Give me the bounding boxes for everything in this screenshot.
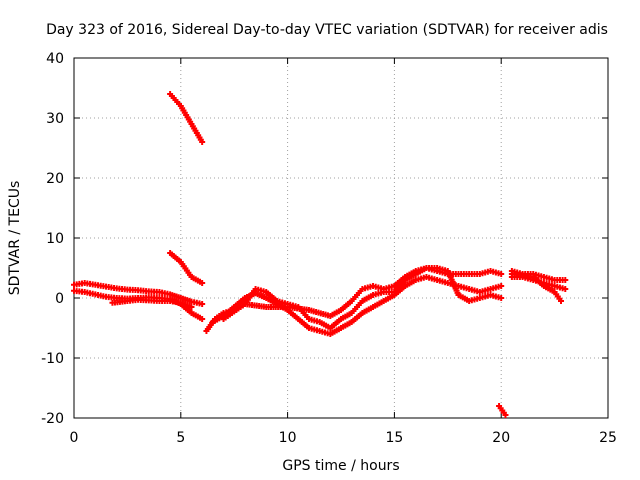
series-track-e [167, 250, 206, 286]
x-tick-label: 10 [279, 430, 297, 446]
data-point [199, 301, 206, 307]
data-point [562, 277, 569, 283]
data-point [562, 286, 569, 292]
series-track-c [109, 296, 195, 310]
series-track-l [508, 271, 565, 304]
data-marks [71, 91, 569, 418]
x-tick-label: 15 [385, 430, 403, 446]
series-track-a [71, 280, 206, 307]
data-point [498, 295, 505, 301]
y-tick-label: 0 [55, 291, 64, 307]
data-point [558, 298, 565, 304]
y-axis-label: SDTVAR / TECUs [7, 181, 23, 296]
data-point [188, 304, 195, 310]
x-tick-label: 20 [492, 430, 510, 446]
y-tick-label: 10 [46, 231, 64, 247]
grid [74, 58, 608, 418]
x-tick-label: 0 [70, 430, 79, 446]
data-point [498, 271, 505, 277]
x-tick-label: 25 [599, 430, 617, 446]
x-tick-label: 5 [176, 430, 185, 446]
data-point [498, 283, 505, 289]
series-track-g [209, 274, 505, 337]
series-track-h [220, 265, 505, 322]
y-tick-label: 40 [46, 51, 64, 67]
series-track-i [496, 403, 509, 418]
chart-title: Day 323 of 2016, Sidereal Day-to-day VTE… [46, 22, 608, 38]
data-point [502, 412, 509, 418]
y-tick-label: -20 [41, 411, 64, 427]
ticks: 0 5 10 15 20 25 -20 -10 0 10 20 30 40 [41, 51, 617, 446]
y-tick-label: 30 [46, 111, 64, 127]
data-point [199, 316, 206, 322]
data-point [199, 280, 206, 286]
y-tick-label: 20 [46, 171, 64, 187]
x-axis-label: GPS time / hours [282, 458, 399, 474]
data-point [199, 139, 206, 145]
y-tick-label: -10 [41, 351, 64, 367]
series-track-d [167, 91, 206, 145]
